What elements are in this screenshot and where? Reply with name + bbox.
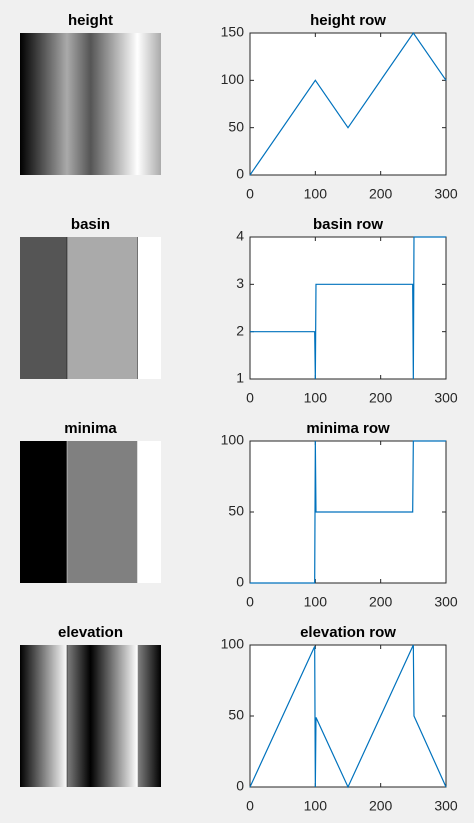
y-tick-label: 4 (236, 228, 244, 244)
y-tick-label: 0 (236, 574, 244, 590)
image (20, 645, 161, 787)
image (20, 237, 161, 379)
x-tick-label: 0 (246, 186, 254, 202)
chart-title: elevation row (300, 624, 396, 641)
y-tick-label: 100 (221, 71, 245, 87)
line (249, 31, 447, 176)
x-tick-label: 0 (246, 390, 254, 406)
chart-title: minima row (306, 420, 390, 437)
x-tick-label: 300 (434, 390, 458, 406)
x-tick-label: 300 (434, 186, 458, 202)
x-tick-label: 0 (246, 798, 254, 814)
axes (249, 236, 447, 380)
y-tick-label: 50 (228, 503, 244, 519)
line (250, 440, 446, 584)
y-tick-label: 100 (221, 636, 245, 652)
y-tick-label: 100 (221, 432, 245, 448)
image (20, 33, 161, 175)
chart-title: height (68, 12, 113, 29)
x-tick-label: 100 (304, 594, 328, 610)
x-tick-label: 100 (304, 390, 328, 406)
x-tick-label: 300 (434, 798, 458, 814)
axes (249, 32, 447, 176)
line (250, 236, 446, 380)
x-tick-label: 200 (369, 186, 393, 202)
x-tick-label: 200 (369, 594, 393, 610)
axes (249, 644, 447, 788)
x-tick-label: 0 (246, 594, 254, 610)
y-tick-label: 150 (221, 24, 245, 40)
line (249, 644, 447, 789)
chart-title: height row (310, 12, 386, 29)
y-tick-label: 50 (228, 118, 244, 134)
x-tick-label: 300 (434, 594, 458, 610)
chart-title: elevation (58, 624, 123, 641)
chart-title: basin (71, 216, 110, 233)
y-tick-label: 50 (228, 707, 244, 723)
y-tick-label: 1 (236, 370, 244, 386)
y-tick-label: 0 (236, 778, 244, 794)
y-tick-label: 0 (236, 166, 244, 182)
x-tick-label: 100 (304, 798, 328, 814)
chart-title: minima (64, 420, 117, 437)
image (20, 441, 161, 583)
x-tick-label: 100 (304, 186, 328, 202)
x-tick-label: 200 (369, 390, 393, 406)
y-tick-label: 2 (236, 322, 244, 338)
chart-title: basin row (313, 216, 383, 233)
y-tick-label: 3 (236, 275, 244, 291)
x-tick-label: 200 (369, 798, 393, 814)
